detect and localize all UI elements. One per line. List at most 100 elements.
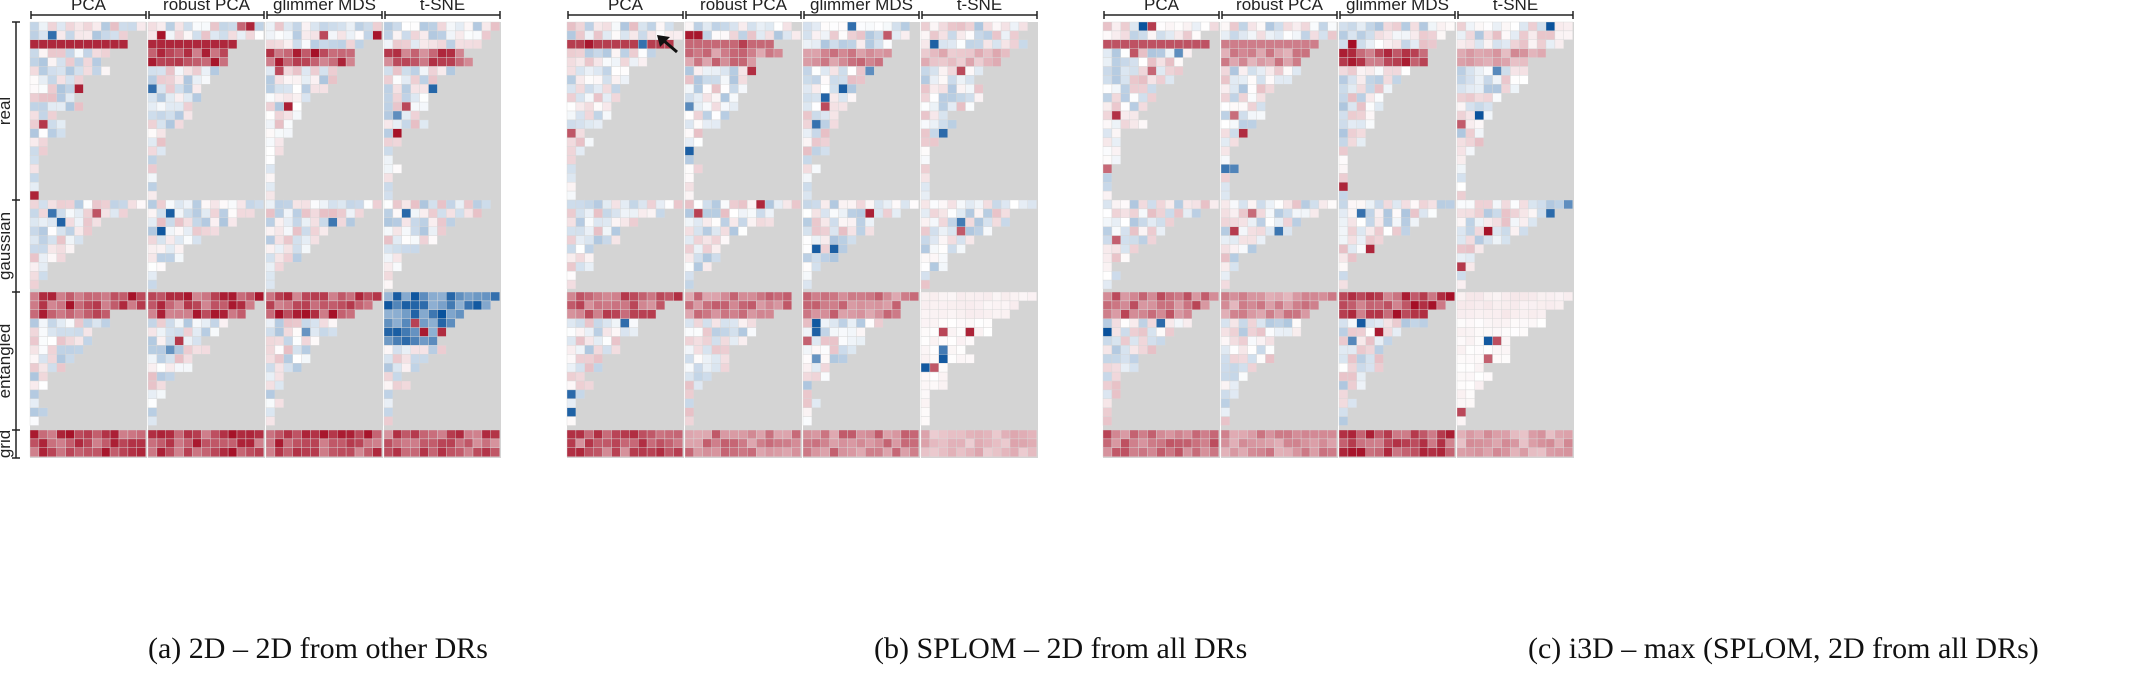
heatmap-cell <box>802 39 813 49</box>
heatmap-cell <box>1356 380 1366 391</box>
heatmap-cell <box>410 39 420 49</box>
heatmap-cell <box>1519 39 1529 49</box>
heatmap-cell <box>1510 300 1520 310</box>
heatmap-cell <box>1338 244 1349 254</box>
heatmap-cell <box>1401 66 1411 76</box>
heatmap-cell <box>319 21 329 32</box>
heatmap-cell <box>1418 199 1429 210</box>
heatmap-cell <box>1501 30 1511 40</box>
heatmap-cell <box>938 429 948 440</box>
heatmap-cell <box>684 30 695 40</box>
heatmap-cell <box>56 226 66 236</box>
heatmap-cell <box>463 300 474 310</box>
heatmap-cell <box>566 244 577 254</box>
heatmap-cell <box>1318 199 1329 210</box>
heatmap-cell <box>1283 309 1293 319</box>
heatmap-cell <box>738 39 748 49</box>
heatmap-cell <box>1474 128 1484 138</box>
heatmap-cell <box>156 137 166 147</box>
heatmap-cell <box>1545 208 1556 218</box>
heatmap-cell <box>310 300 320 310</box>
heatmap-cell <box>29 300 40 310</box>
heatmap-cell <box>29 57 40 67</box>
heatmap-cell <box>1483 92 1493 103</box>
heatmap-cell <box>401 30 411 40</box>
heatmap-cell <box>756 291 766 302</box>
heatmap-cell <box>29 173 40 183</box>
heatmap-cell <box>1265 438 1275 448</box>
heatmap-cell <box>1536 30 1547 40</box>
heatmap-cell <box>1120 75 1130 85</box>
heatmap-cell <box>1120 84 1130 94</box>
heatmap-cell <box>1265 354 1275 364</box>
heatmap-cell <box>920 235 931 245</box>
heatmap-cell <box>274 336 284 346</box>
heatmap-cell <box>693 48 704 58</box>
heatmap-cell <box>490 291 500 302</box>
method-label: t-SNE <box>957 0 1002 14</box>
heatmap-cell <box>127 429 138 440</box>
heatmap-cell <box>811 128 822 138</box>
heatmap-cell <box>874 300 884 310</box>
heatmap-cell <box>620 21 630 32</box>
heatmap-cell <box>1309 447 1320 457</box>
heatmap-cell <box>292 429 302 440</box>
heatmap-cell <box>720 57 730 67</box>
heatmap-cell <box>92 21 102 32</box>
heatmap-cell <box>693 119 704 130</box>
heatmap-cell <box>283 101 293 112</box>
heatmap-cell <box>1138 327 1148 337</box>
heatmap-cell <box>463 57 474 67</box>
heatmap-cell <box>481 300 491 310</box>
heatmap-cell <box>1274 438 1284 448</box>
heatmap-cell <box>756 429 766 440</box>
heatmap-cell <box>274 119 284 130</box>
heatmap-cell <box>174 327 184 337</box>
heatmap-cell <box>1492 345 1502 355</box>
heatmap-cell <box>684 398 695 408</box>
heatmap-cell <box>156 128 166 138</box>
heatmap-cell <box>575 318 586 328</box>
heatmap-cell <box>1338 407 1349 417</box>
heatmap-cell <box>1182 30 1193 40</box>
heatmap-cell <box>1436 447 1447 457</box>
heatmap-cell <box>1147 447 1157 457</box>
heatmap-cell <box>100 199 111 210</box>
heatmap-cell <box>337 291 347 302</box>
heatmap-cell <box>1229 438 1240 448</box>
heatmap-cell <box>1182 429 1193 440</box>
heatmap-cell <box>1165 327 1175 337</box>
heatmap-cell <box>274 66 284 76</box>
heatmap-cell <box>1291 57 1302 67</box>
heatmap-cell <box>292 30 302 40</box>
heatmap-cell <box>684 416 695 426</box>
heatmap-cell <box>1247 110 1257 121</box>
heatmap-cell <box>1483 217 1493 227</box>
heatmap-cell <box>974 208 984 218</box>
heatmap-cell <box>802 30 813 40</box>
heatmap-cell <box>354 208 365 218</box>
heatmap-cell <box>584 75 594 85</box>
heatmap-cell <box>1510 226 1520 236</box>
heatmap-cell <box>92 39 102 49</box>
heatmap-cell <box>147 155 158 165</box>
heatmap-cell <box>1138 39 1148 49</box>
heatmap-cell <box>1283 429 1293 440</box>
heatmap-cell <box>192 309 202 319</box>
heatmap-cell <box>1536 447 1547 457</box>
heatmap-cell <box>29 438 40 448</box>
heatmap-cell <box>183 101 193 112</box>
heatmap-cell <box>838 66 848 76</box>
heatmap-cell <box>428 429 438 440</box>
heatmap-cell <box>1256 208 1266 218</box>
heatmap-cell <box>392 429 402 440</box>
heatmap-cell <box>584 84 594 94</box>
heatmap-cell <box>1365 336 1375 346</box>
method-label: glimmer MDS <box>1346 0 1449 14</box>
heatmap-cell <box>1283 199 1293 210</box>
heatmap-cell <box>1229 318 1240 328</box>
heatmap-cell <box>802 21 813 32</box>
heatmap-cell <box>1527 438 1538 448</box>
heatmap-cell <box>383 39 394 49</box>
heatmap-cell <box>773 300 784 310</box>
